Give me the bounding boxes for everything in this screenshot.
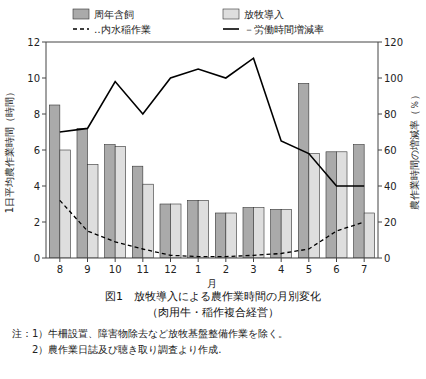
legend-label: －労働時間増減率: [244, 24, 324, 35]
x-tick-label: 12: [164, 264, 177, 275]
bar: [326, 152, 337, 258]
legend: 周年含飼 放牧導入 ‥内水稲作業 －労働時間増減率: [73, 9, 324, 35]
x-axis-label: 月: [207, 278, 217, 289]
line: [60, 200, 364, 256]
x-tick: [364, 258, 365, 262]
y2-tick-label: 40: [384, 181, 397, 192]
bar: [271, 209, 282, 258]
x-tick-label: 8: [57, 264, 63, 275]
legend-swatch: [223, 9, 239, 19]
legend-swatch: [223, 28, 239, 30]
x-tick-label: 4: [278, 264, 284, 275]
y2-tick: [378, 42, 382, 43]
x-tick-label: 1: [195, 264, 201, 275]
y-tick: [42, 150, 46, 151]
x-tick: [253, 258, 254, 262]
y-tick-label: 10: [27, 73, 40, 84]
x-tick-label: 7: [361, 264, 367, 275]
bar: [354, 145, 365, 258]
bar: [143, 184, 154, 258]
x-tick-label: 11: [136, 264, 149, 275]
x-tick: [87, 258, 88, 262]
x-tick: [198, 258, 199, 262]
legend-label: 放牧導入: [244, 9, 284, 20]
x-tick: [225, 258, 226, 262]
y-tick-label: 4: [34, 181, 40, 192]
y2-tick: [378, 258, 382, 259]
x-tick: [336, 258, 337, 262]
bar: [226, 213, 237, 258]
x-tick-label: 2: [223, 264, 229, 275]
line: [60, 58, 364, 186]
y-tick: [42, 78, 46, 79]
plot-top-line: [46, 42, 378, 43]
x-tick: [308, 258, 309, 262]
x-tick-label: 3: [250, 264, 256, 275]
y2-tick-label: 60: [384, 145, 397, 156]
bar: [132, 166, 143, 258]
bar: [49, 105, 60, 258]
y-tick-label: 8: [34, 109, 40, 120]
x-tick-label: 6: [333, 264, 339, 275]
title: 図1 放牧導入による農作業時間の月別変化: [105, 290, 321, 303]
bar: [254, 208, 265, 258]
bar: [243, 208, 254, 258]
bar: [77, 128, 88, 258]
y-axis-label: 1日平均農作業時間（時間）: [4, 87, 15, 213]
y-tick-label: 2: [34, 217, 40, 228]
bar: [188, 200, 199, 258]
bar: [215, 213, 226, 258]
bar: [105, 145, 116, 258]
y-tick: [42, 114, 46, 115]
bar: [364, 213, 375, 258]
bar: [281, 209, 292, 258]
bar: [88, 164, 99, 258]
bar: [60, 150, 71, 258]
marks: [49, 58, 374, 258]
bar: [171, 204, 182, 258]
x-tick-label: 5: [306, 264, 312, 275]
y2-tick-label: 120: [384, 37, 403, 48]
y2-axis-label: 農作業時間の増減率（％）: [409, 90, 420, 210]
y2-tick: [378, 186, 382, 187]
x-tick: [59, 258, 60, 262]
y2-tick: [378, 150, 382, 151]
bar: [160, 204, 171, 258]
note: 注：1）牛柵設置、障害物除去など放牧基盤整備作業を除く。: [12, 328, 288, 339]
subtitle: （肉用牛・稲作複合経営）: [147, 306, 279, 319]
y-tick-label: 0: [34, 253, 40, 264]
bar: [337, 152, 348, 258]
y-tick: [42, 222, 46, 223]
y2-tick: [378, 114, 382, 115]
legend-label: ‥内水稲作業: [94, 24, 151, 35]
chart: 024681012020406080100120891011121234567月…: [0, 0, 426, 379]
y2-tick: [378, 78, 382, 79]
y-tick-label: 6: [34, 145, 40, 156]
x-tick: [142, 258, 143, 262]
x-axis-line: [46, 258, 378, 259]
y-tick-label: 12: [27, 37, 40, 48]
y2-tick-label: 0: [384, 253, 390, 264]
x-tick-label: 9: [84, 264, 90, 275]
bar: [198, 200, 209, 258]
x-tick-label: 10: [109, 264, 122, 275]
y2-tick-label: 20: [384, 217, 397, 228]
bar: [309, 154, 320, 258]
note: 2）農作業日誌及び聴き取り調査より作成.: [12, 344, 222, 355]
y2-tick-label: 100: [384, 73, 403, 84]
x-tick: [281, 258, 282, 262]
y2-tick: [378, 222, 382, 223]
x-tick: [115, 258, 116, 262]
y2-tick-label: 80: [384, 109, 397, 120]
legend-swatch: [73, 9, 89, 19]
y-tick: [42, 258, 46, 259]
y-tick: [42, 42, 46, 43]
bar: [298, 83, 309, 258]
y-tick: [42, 186, 46, 187]
legend-label: 周年含飼: [94, 9, 134, 20]
bar: [115, 146, 126, 258]
legend-swatch: [73, 28, 89, 29]
x-tick: [170, 258, 171, 262]
